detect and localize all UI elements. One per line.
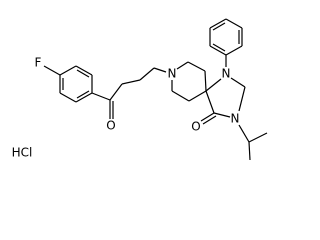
atom-label: O: [191, 120, 200, 134]
atom-label: F: [35, 56, 42, 70]
structure-diagram: F O N N N O HCl: [12, 18, 268, 161]
salt-label: HCl: [12, 146, 33, 160]
atom-label: O: [106, 119, 115, 133]
atom-label: N: [231, 112, 240, 126]
atom-label: N: [222, 67, 231, 81]
bonds: [43, 18, 268, 161]
atom-label: N: [168, 67, 177, 81]
